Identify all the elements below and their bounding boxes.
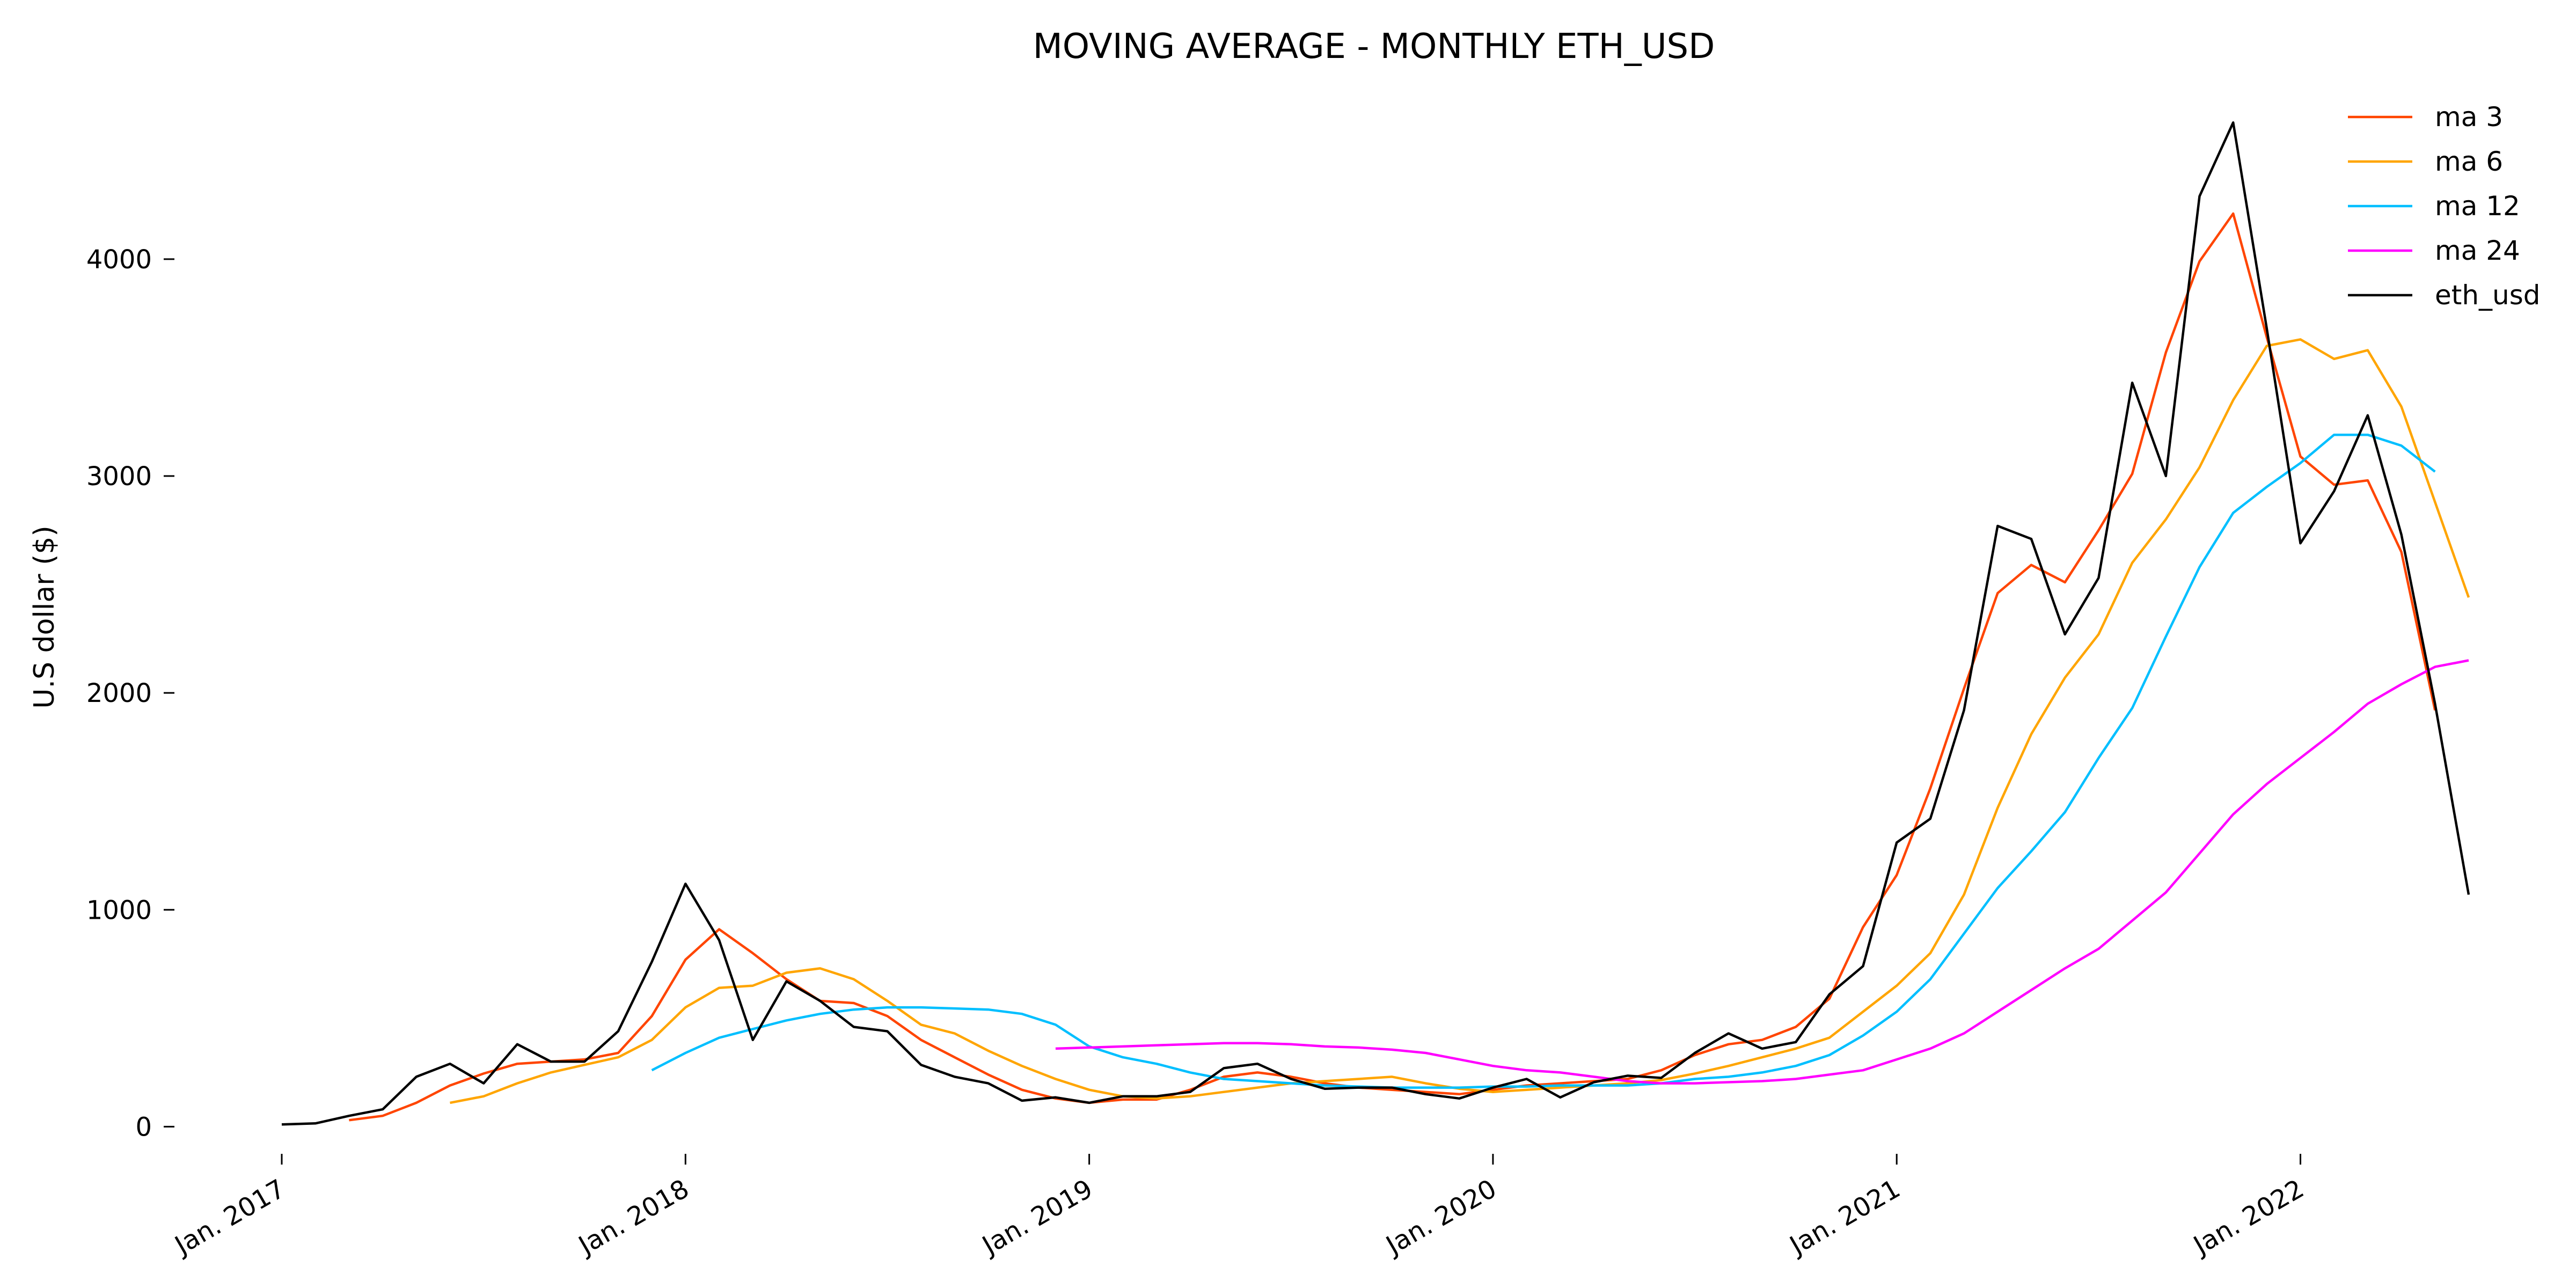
y-tick-label: 2000: [86, 678, 152, 708]
legend-label: ma 24: [2435, 235, 2520, 266]
series-line: [349, 212, 2436, 1122]
plot-area: [281, 121, 2470, 1126]
legend-label: ma 12: [2435, 191, 2520, 222]
series-ma-12: [651, 433, 2436, 1089]
series-line: [281, 121, 2470, 1126]
y-tick-label: 0: [135, 1112, 152, 1142]
series-ma-3: [349, 212, 2436, 1122]
y-axis: 0 1000 2000 3000 4000: [86, 245, 174, 1142]
y-tick-label: 1000: [86, 895, 152, 925]
series-ma-24: [1055, 659, 2469, 1085]
legend-label: ma 3: [2435, 101, 2503, 133]
y-tick-label: 4000: [86, 245, 152, 275]
legend-label: ma 6: [2435, 146, 2503, 177]
y-axis-label: U.S dollar ($): [28, 525, 61, 708]
series-line: [651, 433, 2436, 1089]
y-tick-label: 3000: [86, 462, 152, 492]
legend: ma 3 ma 6 ma 12 ma 24 eth_usd: [2348, 101, 2541, 311]
series-line: [1055, 659, 2469, 1085]
series-eth-usd: [281, 121, 2470, 1126]
chart-title: MOVING AVERAGE - MONTHLY ETH_USD: [1033, 27, 1715, 67]
legend-label: eth_usd: [2435, 280, 2541, 311]
